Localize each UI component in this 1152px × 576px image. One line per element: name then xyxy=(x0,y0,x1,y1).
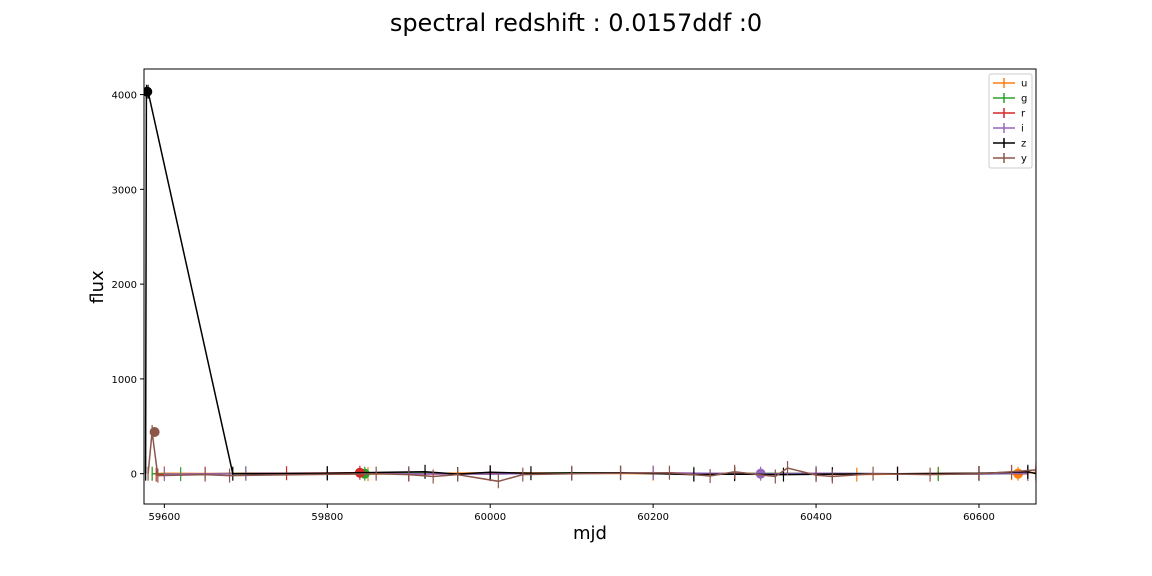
x-tick-label: 60400 xyxy=(800,512,832,523)
legend-label: u xyxy=(1021,79,1027,90)
legend-label: z xyxy=(1021,139,1026,150)
x-axis-label: mjd xyxy=(573,523,607,544)
x-tick-label: 60200 xyxy=(637,512,669,523)
x-tick-label: 60000 xyxy=(474,512,506,523)
legend-label: y xyxy=(1021,154,1027,165)
series-y xyxy=(147,424,1036,489)
peak-marker-y xyxy=(149,426,160,437)
y-tick-label: 1000 xyxy=(112,375,137,386)
x-tick-label: 59800 xyxy=(311,512,343,523)
legend-label: i xyxy=(1021,124,1024,135)
y-tick-label: 4000 xyxy=(112,91,137,102)
y-tick-label: 0 xyxy=(131,470,137,481)
peak-marker-z xyxy=(144,86,153,97)
x-tick-label: 60600 xyxy=(963,512,995,523)
chart-title: spectral redshift : 0.0157ddf :0 xyxy=(390,9,762,37)
plot-frame xyxy=(143,68,1037,505)
x-tick-label: 59600 xyxy=(148,512,180,523)
x-axis: 59600 59800 60000 60200 60400 60600 xyxy=(148,504,995,523)
y-axis: 0 1000 2000 3000 4000 xyxy=(112,91,144,481)
y-tick-label: 2000 xyxy=(112,280,137,291)
y-tick-label: 3000 xyxy=(112,185,137,196)
legend-label: g xyxy=(1021,94,1027,105)
y-axis-label: flux xyxy=(87,270,108,304)
legend-label: r xyxy=(1021,109,1026,120)
series-layer xyxy=(144,84,1036,489)
plot-area xyxy=(144,69,1036,504)
